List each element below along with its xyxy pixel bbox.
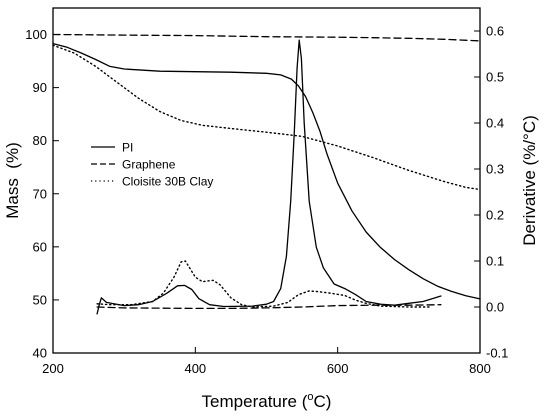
x-axis-title-degree: o	[307, 391, 313, 403]
series-cloisite-30b-clay-derivative-line	[96, 260, 431, 308]
x-axis-title-unit: C)	[314, 392, 332, 411]
y-left-tick-label: 90	[33, 80, 47, 95]
legend-label-graphene: Graphene	[122, 158, 176, 172]
y-right-tick-label: 0.0	[486, 300, 504, 315]
y-left-tick-label: 100	[25, 27, 47, 42]
y-right-tick-label: 0.6	[486, 24, 504, 39]
y-right-tick-label: 0.5	[486, 70, 504, 85]
y-left-tick-label: 80	[33, 133, 47, 148]
series-graphene-derivative-line	[96, 304, 442, 310]
x-tick-label: 400	[184, 361, 206, 376]
plot-frame	[52, 7, 481, 354]
legend-label-pi: PI	[122, 141, 133, 155]
y-axis-right-title: Derivative (%/°C)	[520, 115, 539, 246]
y-right-tick-label: 0.3	[486, 162, 504, 177]
y-right-tick-label: 0.4	[486, 116, 504, 131]
y-left-tick-label: 70	[33, 186, 47, 201]
y-left-tick-label: 60	[33, 239, 47, 254]
x-axis-title: Temperature (oC)	[202, 391, 332, 411]
y-axis-left-title: Mass (%)	[3, 142, 22, 219]
x-tick-label: 200	[42, 361, 64, 376]
x-tick-label: 600	[327, 361, 349, 376]
y-right-tick-label: 0.2	[486, 208, 504, 223]
y-right-tick-label: 0.1	[486, 254, 504, 269]
legend: PI Graphene Cloisite 30B Clay	[91, 141, 213, 189]
y-left-tick-label: 40	[33, 346, 47, 361]
x-tick-label: 800	[469, 361, 491, 376]
y-right-tick-label: -0.1	[486, 346, 508, 361]
series-graphene-mass-line	[52, 33, 481, 42]
x-axis-title-main: Temperature (	[202, 392, 308, 411]
ticks: 200 400 600 800 40 50 60 70 80 90 100 -0.1 0.0 0.1 0.2…	[25, 24, 508, 377]
legend-label-cloisite-30b-clay: Cloisite 30B Clay	[122, 175, 213, 189]
plot-lines	[52, 33, 481, 315]
series-cloisite-30b-clay-mass-line	[52, 44, 481, 191]
series-pi-mass-line	[52, 42, 481, 300]
y-left-tick-label: 50	[33, 292, 47, 307]
